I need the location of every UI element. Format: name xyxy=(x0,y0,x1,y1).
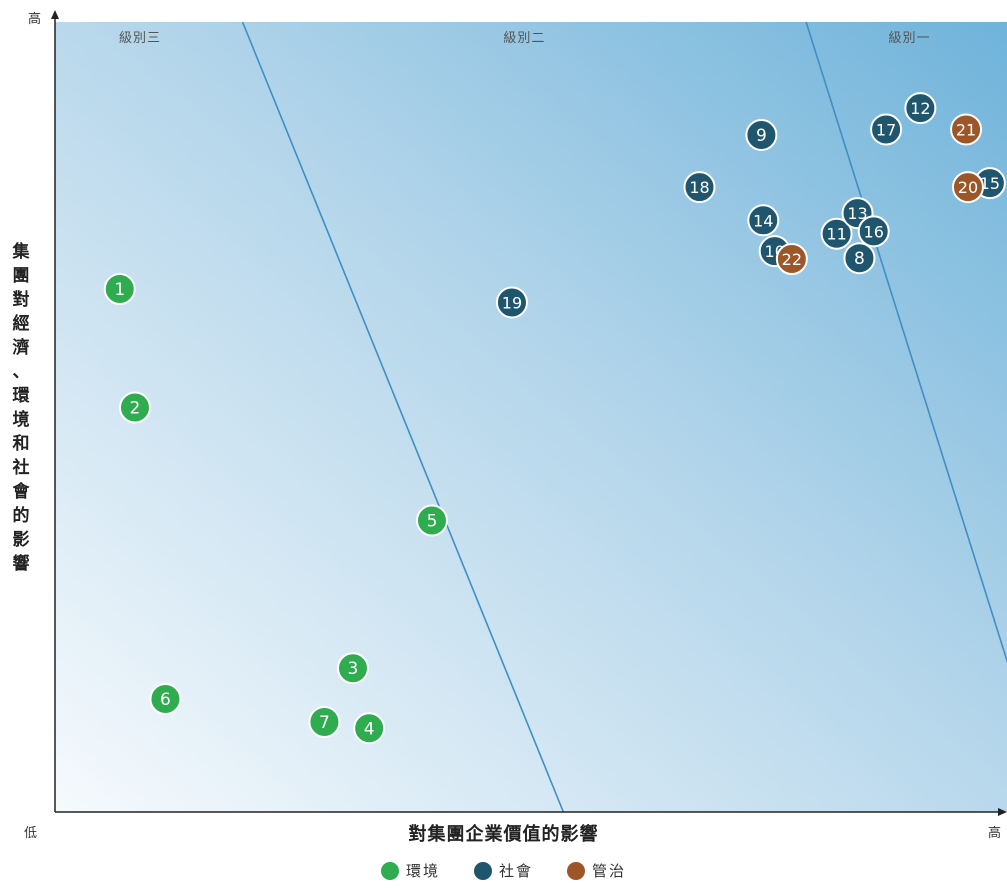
legend-item-social: 社會 xyxy=(473,860,533,881)
data-point-marker xyxy=(495,286,528,319)
data-point-14: 14 xyxy=(747,204,780,237)
data-point-3: 3 xyxy=(336,652,369,685)
y-axis-title: 集團對經濟、環境和社會的影響 xyxy=(8,240,34,576)
data-point-marker xyxy=(415,504,448,537)
data-point-label: 2 xyxy=(130,399,141,419)
y-axis-title-char: 響 xyxy=(12,554,30,574)
data-point-21: 21 xyxy=(950,113,983,146)
data-point-7: 7 xyxy=(308,705,341,738)
data-point-label: 20 xyxy=(958,178,978,197)
data-point-label: 16 xyxy=(864,222,884,241)
legend-label-governance: 管治 xyxy=(592,862,627,880)
data-point-11: 11 xyxy=(820,217,853,250)
data-point-label: 1 xyxy=(114,280,125,300)
zone-boundary-line-1 xyxy=(241,21,565,813)
y-axis-title-char: 團 xyxy=(12,266,30,286)
y-axis-title-char: 的 xyxy=(12,506,30,526)
data-point-marker xyxy=(745,118,778,151)
data-point-marker xyxy=(747,204,780,237)
legend: 環境 社會 管治 xyxy=(0,860,1007,881)
legend-swatch-social xyxy=(473,861,492,880)
y-axis-title-char: 影 xyxy=(12,530,30,550)
data-point-4: 4 xyxy=(353,712,386,745)
data-point-marker xyxy=(353,712,386,745)
data-point-12: 12 xyxy=(904,92,937,125)
legend-swatch-environment xyxy=(380,861,399,880)
data-point-marker xyxy=(870,113,903,146)
y-axis-title-char: 和 xyxy=(12,434,30,454)
y-axis-arrow xyxy=(51,10,59,19)
data-point-marker xyxy=(103,273,136,306)
data-point-marker xyxy=(857,215,890,248)
x-axis-high-label: 高 xyxy=(988,826,1002,841)
legend-label-environment: 環境 xyxy=(405,862,440,880)
x-axis-low-label: 低 xyxy=(24,826,38,841)
zone-label-1: 級別三 xyxy=(119,31,161,46)
data-point-8: 8 xyxy=(843,242,876,275)
data-point-label: 21 xyxy=(956,120,976,139)
data-point-22: 22 xyxy=(775,243,808,275)
data-point-18: 18 xyxy=(683,171,716,204)
data-point-label: 13 xyxy=(847,204,867,223)
data-point-marker xyxy=(118,391,151,424)
data-point-2: 2 xyxy=(118,391,151,424)
y-axis-title-char: 會 xyxy=(12,482,30,502)
data-point-label: 17 xyxy=(876,120,896,139)
y-axis-high-label: 高 xyxy=(28,12,42,27)
legend-item-governance: 管治 xyxy=(567,860,626,881)
y-axis-title-char: 對 xyxy=(12,290,30,310)
data-point-label: 6 xyxy=(160,690,171,710)
data-point-label: 3 xyxy=(348,659,359,679)
x-axis-arrow xyxy=(998,808,1007,816)
data-point-label: 12 xyxy=(910,99,930,118)
data-point-marker xyxy=(336,652,369,685)
data-point-label: 15 xyxy=(980,174,1000,193)
zone-label-2: 級別二 xyxy=(503,31,545,46)
data-point-marker xyxy=(683,171,716,204)
data-point-marker xyxy=(951,171,984,204)
data-point-marker xyxy=(308,705,341,738)
data-point-label: 7 xyxy=(319,713,330,733)
data-point-marker xyxy=(775,243,808,275)
data-point-label: 14 xyxy=(753,211,773,230)
data-point-label: 8 xyxy=(854,249,865,269)
data-point-marker xyxy=(950,113,983,146)
data-point-16: 16 xyxy=(857,215,890,248)
data-point-1: 1 xyxy=(103,273,136,306)
zone-boundary-line-2 xyxy=(805,21,1007,664)
data-point-label: 22 xyxy=(782,250,802,269)
data-point-label: 5 xyxy=(427,511,438,531)
data-point-marker xyxy=(149,683,182,716)
data-point-label: 4 xyxy=(364,719,375,739)
data-point-19: 19 xyxy=(495,286,528,319)
data-point-label: 19 xyxy=(502,293,522,312)
y-axis-title-char: 集 xyxy=(12,242,30,262)
legend-item-environment: 環境 xyxy=(380,860,440,881)
y-axis-title-char: 環 xyxy=(12,386,30,406)
y-axis-title-char: 境 xyxy=(12,410,30,430)
data-point-label: 18 xyxy=(689,178,709,197)
x-axis-title: 對集團企業價值的影響 xyxy=(408,824,599,845)
data-point-20: 20 xyxy=(951,171,984,204)
data-point-marker xyxy=(820,217,853,250)
data-point-label: 9 xyxy=(756,126,767,146)
data-point-marker xyxy=(904,92,937,125)
data-point-marker xyxy=(843,242,876,275)
legend-swatch-governance xyxy=(567,861,585,880)
legend-label-social: 社會 xyxy=(498,862,533,880)
y-axis-title-char: 濟 xyxy=(12,338,30,358)
y-axis-title-char: 經 xyxy=(12,314,30,334)
data-point-label: 11 xyxy=(826,225,846,244)
data-point-9: 9 xyxy=(745,118,778,151)
plot-area xyxy=(55,22,1007,812)
data-point-6: 6 xyxy=(149,683,182,716)
zone-label-3: 級別一 xyxy=(889,31,931,46)
y-axis-title-char: 社 xyxy=(12,458,30,478)
y-axis-title-char: 、 xyxy=(12,362,30,382)
data-point-5: 5 xyxy=(415,504,448,537)
data-point-17: 17 xyxy=(870,113,903,146)
